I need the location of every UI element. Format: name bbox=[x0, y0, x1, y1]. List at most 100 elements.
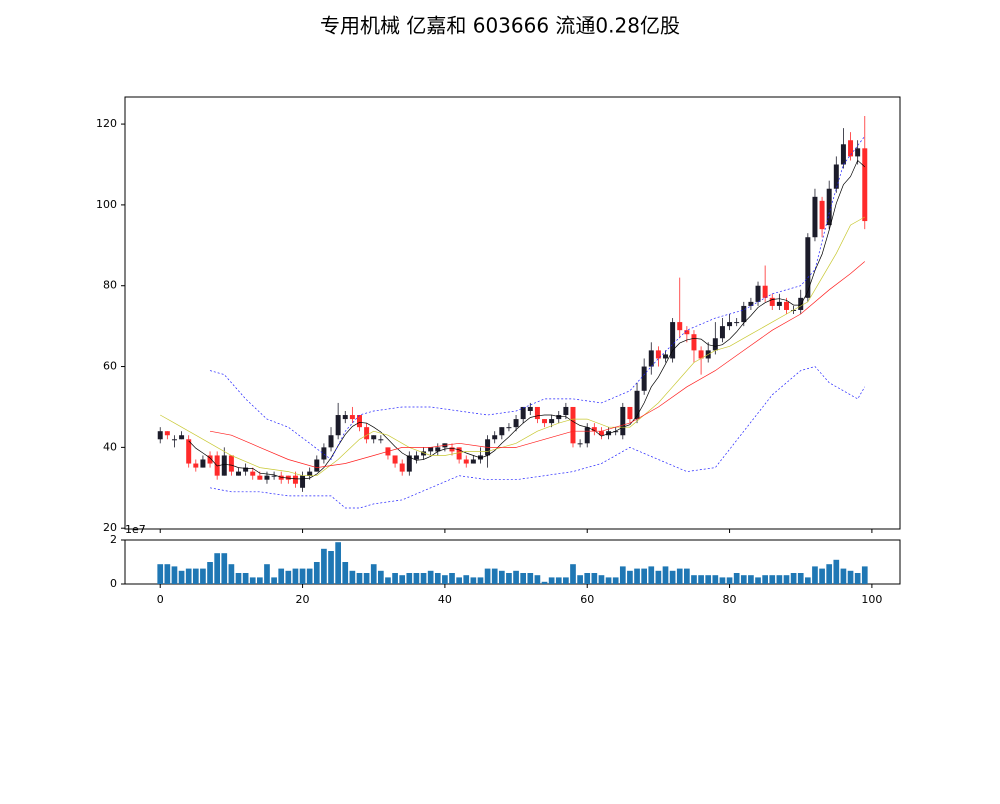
candle-body bbox=[378, 439, 384, 441]
volume-bar bbox=[598, 575, 605, 584]
volume-bar bbox=[406, 573, 413, 584]
candle-body bbox=[300, 475, 306, 488]
volume-bar bbox=[627, 570, 633, 584]
candle-body bbox=[371, 435, 377, 440]
indicator-line bbox=[188, 159, 866, 480]
volume-bar bbox=[712, 575, 719, 584]
candle-body bbox=[748, 301, 754, 306]
candle-body bbox=[840, 144, 846, 165]
volume-bar bbox=[548, 577, 555, 584]
volume-bar bbox=[755, 577, 761, 584]
candle-body bbox=[677, 322, 683, 331]
volume-bar bbox=[684, 568, 690, 584]
volume-bar bbox=[442, 575, 448, 584]
y-tick-label: 100 bbox=[96, 198, 117, 211]
volume-bar bbox=[349, 570, 356, 584]
volume-bar bbox=[506, 573, 512, 584]
candle-body bbox=[250, 471, 256, 476]
volume-bar bbox=[278, 568, 285, 584]
candle-body bbox=[435, 447, 441, 452]
candle-body bbox=[221, 455, 227, 476]
candle-body bbox=[456, 447, 462, 460]
volume-bar bbox=[228, 564, 235, 584]
volume-bar bbox=[762, 575, 768, 584]
volume-bar bbox=[605, 577, 612, 584]
candle-body bbox=[307, 471, 313, 476]
volume-bar bbox=[235, 573, 242, 584]
candle-body bbox=[463, 459, 469, 464]
volume-axes bbox=[124, 539, 901, 585]
volume-bar bbox=[192, 568, 199, 584]
volume-bar bbox=[164, 564, 171, 584]
volume-bar bbox=[563, 577, 569, 584]
volume-bar bbox=[584, 573, 591, 584]
candle-body bbox=[271, 475, 277, 477]
volume-bar bbox=[619, 566, 626, 584]
volume-bar bbox=[826, 564, 833, 584]
volume-bar bbox=[257, 577, 263, 584]
candle-body bbox=[314, 459, 320, 472]
candle-body bbox=[862, 148, 868, 222]
volume-bar bbox=[527, 573, 534, 584]
candle-body bbox=[598, 431, 604, 436]
candle-body bbox=[399, 463, 405, 472]
candle-body bbox=[470, 459, 476, 464]
volume-bar bbox=[214, 553, 221, 584]
candle-body bbox=[207, 455, 213, 464]
volume-bar bbox=[399, 575, 406, 584]
candle-body bbox=[855, 148, 861, 157]
candle-body bbox=[421, 451, 427, 456]
volume-bar bbox=[392, 573, 398, 584]
volume-bar bbox=[776, 575, 783, 584]
volume-bar bbox=[264, 564, 270, 584]
volume-bar bbox=[513, 570, 519, 584]
candle-body bbox=[570, 406, 576, 444]
candle-body bbox=[791, 309, 797, 311]
volume-bar bbox=[676, 568, 683, 584]
volume-bar bbox=[185, 568, 192, 584]
y-tick-label: 80 bbox=[103, 279, 117, 292]
candle-body bbox=[513, 419, 519, 428]
candle-body bbox=[663, 354, 668, 359]
candle-body bbox=[534, 406, 540, 420]
volume-bar bbox=[363, 573, 370, 584]
candle-body bbox=[179, 435, 185, 440]
volume-bar bbox=[377, 570, 384, 584]
volume-bar bbox=[861, 566, 868, 584]
candle-body bbox=[655, 350, 661, 359]
volume-bar bbox=[733, 573, 740, 584]
volume-bar bbox=[321, 548, 327, 584]
volume-bar bbox=[719, 577, 726, 584]
candle-body bbox=[833, 164, 839, 189]
candle-body bbox=[563, 406, 569, 416]
candle-body bbox=[200, 459, 206, 468]
volume-bar bbox=[769, 575, 776, 584]
volume-bar bbox=[534, 575, 541, 584]
volume-bar bbox=[470, 577, 477, 584]
volume-bar bbox=[812, 566, 818, 584]
candle-body bbox=[335, 415, 341, 436]
volume-bar bbox=[662, 566, 669, 584]
candle-body bbox=[413, 455, 419, 460]
volume-bar bbox=[612, 577, 619, 584]
candle-body bbox=[285, 475, 291, 480]
volume-bar bbox=[207, 562, 213, 584]
volume-bar bbox=[691, 575, 697, 584]
volume-bar bbox=[449, 573, 455, 584]
indicator-line bbox=[209, 135, 866, 461]
candle-body bbox=[449, 447, 455, 452]
volume-bar bbox=[797, 573, 804, 584]
candle-body bbox=[684, 330, 690, 335]
volume-bar bbox=[370, 564, 377, 584]
candle-body bbox=[734, 322, 740, 324]
volume-bar bbox=[541, 581, 548, 584]
candle-body bbox=[556, 415, 562, 420]
volume-bar bbox=[484, 568, 491, 584]
candle-body bbox=[292, 475, 298, 484]
volume-bar bbox=[591, 573, 598, 584]
candle-body bbox=[406, 455, 412, 472]
x-tick-label: 80 bbox=[723, 593, 737, 606]
volume-y-tick-label: 0 bbox=[110, 577, 117, 590]
candle-body bbox=[520, 406, 526, 420]
